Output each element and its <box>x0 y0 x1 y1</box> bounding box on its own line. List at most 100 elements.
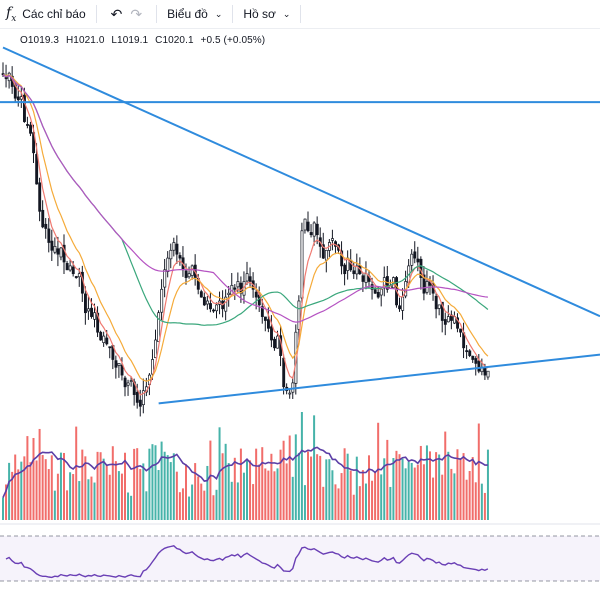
candle-body <box>129 380 133 382</box>
toolbar-divider <box>95 5 97 23</box>
candle-body <box>23 94 26 122</box>
candle-body <box>263 316 267 321</box>
volume-bar <box>172 453 175 520</box>
volume-bar <box>471 457 474 520</box>
profile-button[interactable]: Hồ sơ ⌄ <box>237 0 296 28</box>
candle-body <box>202 296 206 306</box>
candle-body <box>47 228 51 243</box>
candle-body <box>227 292 231 296</box>
volume-bar <box>11 471 14 520</box>
volume-bar <box>215 489 218 520</box>
candle-body <box>102 335 106 343</box>
volume-bar <box>130 495 133 520</box>
volume-bar <box>203 490 206 520</box>
candle-body <box>117 363 121 366</box>
candle-body <box>477 360 481 372</box>
candle-body <box>468 350 472 356</box>
candle-body <box>474 358 478 364</box>
candle-body <box>215 304 219 312</box>
volume-bar <box>453 473 456 520</box>
volume-bar <box>261 447 264 520</box>
candle-body <box>245 273 249 282</box>
volume-bar <box>392 458 395 520</box>
volume-bar <box>398 454 401 520</box>
candle-body <box>471 355 475 360</box>
volume-bar <box>127 492 130 520</box>
volume-bar <box>188 496 191 520</box>
candle-body <box>93 312 97 320</box>
toolbar-divider <box>156 5 158 23</box>
candle-body <box>44 223 48 229</box>
volume-bar <box>224 443 227 520</box>
candle-body <box>434 295 438 310</box>
volume-bar <box>477 423 480 520</box>
volume-bar <box>355 456 358 520</box>
volume-bar <box>175 471 178 520</box>
volume-bar <box>90 476 93 520</box>
redo-icon[interactable]: ↷ <box>130 5 143 22</box>
chart-type-label: Biểu đồ <box>167 7 208 21</box>
volume-bar <box>20 461 23 520</box>
indicators-button[interactable]: fx Các chỉ báo <box>0 0 92 28</box>
candle-body <box>440 301 444 321</box>
volume-bar <box>191 484 194 520</box>
candle-body <box>114 360 118 368</box>
volume-bar <box>108 474 111 520</box>
toolbar-divider <box>300 5 302 23</box>
volume-bar <box>310 456 313 520</box>
candle-body <box>260 306 264 317</box>
chart-type-button[interactable]: Biểu đồ ⌄ <box>161 0 228 28</box>
volume-bar <box>361 470 364 520</box>
candle-body <box>175 243 179 255</box>
candle-body <box>74 276 78 278</box>
volume-bar <box>483 492 486 520</box>
candle-body <box>306 221 310 232</box>
candle-body <box>96 312 100 333</box>
candle-body <box>267 319 270 329</box>
volume-bar <box>99 452 102 520</box>
undo-icon[interactable]: ↶ <box>110 5 123 22</box>
candle-body <box>376 292 380 298</box>
volume-bar <box>227 463 230 520</box>
volume-bar <box>212 495 215 520</box>
ohlc-close: C1020.1 <box>155 35 194 46</box>
volume-bar <box>154 445 157 520</box>
volume-bar <box>294 434 297 520</box>
candle-body <box>297 300 301 330</box>
volume-bar <box>14 454 17 520</box>
volume-bar <box>242 472 245 520</box>
volume-bar <box>239 448 242 520</box>
volume-bar <box>8 462 11 520</box>
ohlc-change: +0.5 (+0.05%) <box>200 35 266 46</box>
undo-redo-group: ↶ ↷ <box>101 0 152 28</box>
volume-bar <box>474 482 477 520</box>
volume-bar <box>72 474 75 520</box>
volume-bar <box>413 467 416 520</box>
volume-bar <box>47 469 50 520</box>
candle-body <box>59 247 63 258</box>
volume-bar <box>218 427 221 520</box>
volume-bar <box>322 486 325 520</box>
volume-bar <box>117 471 120 520</box>
candle-body <box>68 265 72 271</box>
candle-body <box>41 209 45 228</box>
volume-bar <box>459 458 462 520</box>
candle-body <box>16 96 20 101</box>
indicators-label: Các chỉ báo <box>22 7 86 21</box>
candle-body <box>370 284 374 290</box>
candle-body <box>26 124 29 126</box>
volume-bar <box>81 449 84 520</box>
volume-bar <box>53 490 56 520</box>
candle-body <box>90 307 93 317</box>
volume-bar <box>133 448 136 520</box>
candle-body <box>184 270 188 278</box>
volume-bar <box>160 441 163 520</box>
candle-body <box>331 238 334 241</box>
volume-bar <box>300 412 303 520</box>
volume-bar <box>425 445 428 520</box>
volume-bar <box>93 482 96 520</box>
candle-body <box>315 223 319 236</box>
volume-bar <box>450 468 453 520</box>
volume-bar <box>114 461 117 520</box>
